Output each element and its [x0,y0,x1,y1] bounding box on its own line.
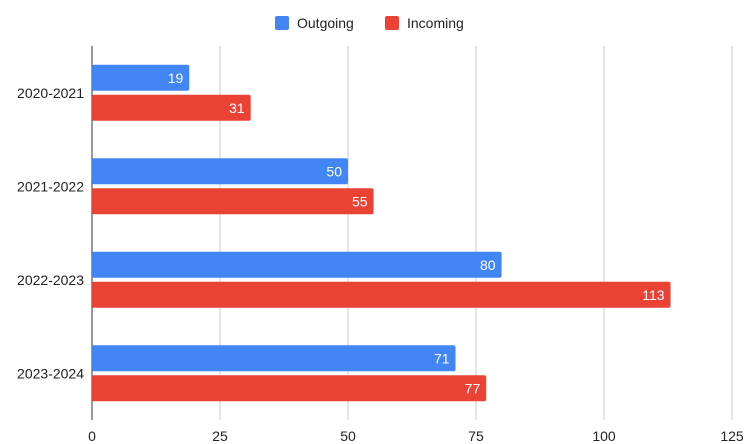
incoming-bar [92,375,487,402]
outgoing-legend-label: Outgoing [297,15,354,31]
x-tick-label: 0 [88,428,96,444]
incoming-legend-label: Incoming [407,15,464,31]
x-tick-label: 50 [340,428,356,444]
outgoing-legend-swatch [275,16,289,30]
category-label: 2023-2024 [17,365,84,381]
data-label: 55 [352,193,368,209]
outgoing-bar [92,64,190,91]
category-label: 2020-2021 [17,85,84,101]
x-tick-label: 125 [720,428,744,444]
category-label: 2022-2023 [17,272,84,288]
incoming-bar [92,188,374,215]
x-tick-label: 25 [212,428,228,444]
outgoing-bar [92,345,456,372]
data-label: 71 [434,350,450,366]
incoming-bar [92,94,251,121]
data-label: 80 [480,257,496,273]
outgoing-bar [92,251,502,278]
data-label: 113 [642,287,665,303]
outgoing-bar [92,158,348,185]
data-label: 31 [229,100,245,116]
data-label: 19 [168,70,184,86]
incoming-legend-swatch [385,16,399,30]
category-label: 2021-2022 [17,178,84,194]
data-label: 77 [465,380,481,396]
x-tick-label: 75 [468,428,484,444]
x-tick-label: 100 [592,428,616,444]
incoming-bar [92,281,671,308]
data-label: 50 [326,163,342,179]
